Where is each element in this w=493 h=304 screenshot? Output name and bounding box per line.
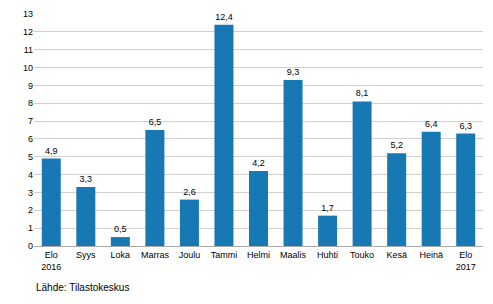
svg-text:13: 13 <box>23 9 33 19</box>
svg-text:8,1: 8,1 <box>356 88 369 98</box>
svg-text:Heinä: Heinä <box>419 250 443 260</box>
svg-text:Tammi: Tammi <box>211 250 238 260</box>
svg-text:Kesä: Kesä <box>386 250 407 260</box>
svg-text:Elo2017: Elo2017 <box>456 250 476 272</box>
svg-text:Marras: Marras <box>141 250 170 260</box>
svg-text:5,2: 5,2 <box>390 140 403 150</box>
svg-text:9,3: 9,3 <box>287 67 300 77</box>
svg-text:1,7: 1,7 <box>321 203 334 213</box>
svg-text:9: 9 <box>28 81 33 91</box>
svg-text:7: 7 <box>28 116 33 126</box>
svg-text:Loka: Loka <box>111 250 131 260</box>
svg-text:10: 10 <box>23 63 33 73</box>
svg-text:0,5: 0,5 <box>114 224 127 234</box>
svg-text:4: 4 <box>28 170 33 180</box>
svg-text:4,9: 4,9 <box>45 146 58 156</box>
svg-text:6: 6 <box>28 134 33 144</box>
svg-text:6,5: 6,5 <box>149 117 162 127</box>
svg-text:12,4: 12,4 <box>215 12 233 22</box>
svg-text:Touko: Touko <box>350 250 374 260</box>
svg-text:Joulu: Joulu <box>179 250 201 260</box>
svg-text:Elo2016: Elo2016 <box>41 250 61 272</box>
svg-text:5: 5 <box>28 152 33 162</box>
svg-text:0: 0 <box>28 241 33 251</box>
svg-text:Lähde: Tilastokeskus: Lähde: Tilastokeskus <box>36 282 129 293</box>
svg-text:4,2: 4,2 <box>252 158 265 168</box>
svg-text:3: 3 <box>28 188 33 198</box>
svg-text:Helmi: Helmi <box>247 250 270 260</box>
svg-text:11: 11 <box>24 45 33 55</box>
svg-text:12: 12 <box>23 27 33 37</box>
svg-text:8: 8 <box>28 98 33 108</box>
svg-text:2,6: 2,6 <box>183 187 196 197</box>
svg-text:1: 1 <box>28 223 33 233</box>
svg-text:6,3: 6,3 <box>459 121 472 131</box>
svg-text:Syys: Syys <box>76 250 96 260</box>
svg-text:3,3: 3,3 <box>80 174 93 184</box>
svg-text:Maalis: Maalis <box>280 250 307 260</box>
svg-text:Huhti: Huhti <box>317 250 338 260</box>
svg-text:6,4: 6,4 <box>425 119 438 129</box>
svg-text:2: 2 <box>28 205 33 215</box>
